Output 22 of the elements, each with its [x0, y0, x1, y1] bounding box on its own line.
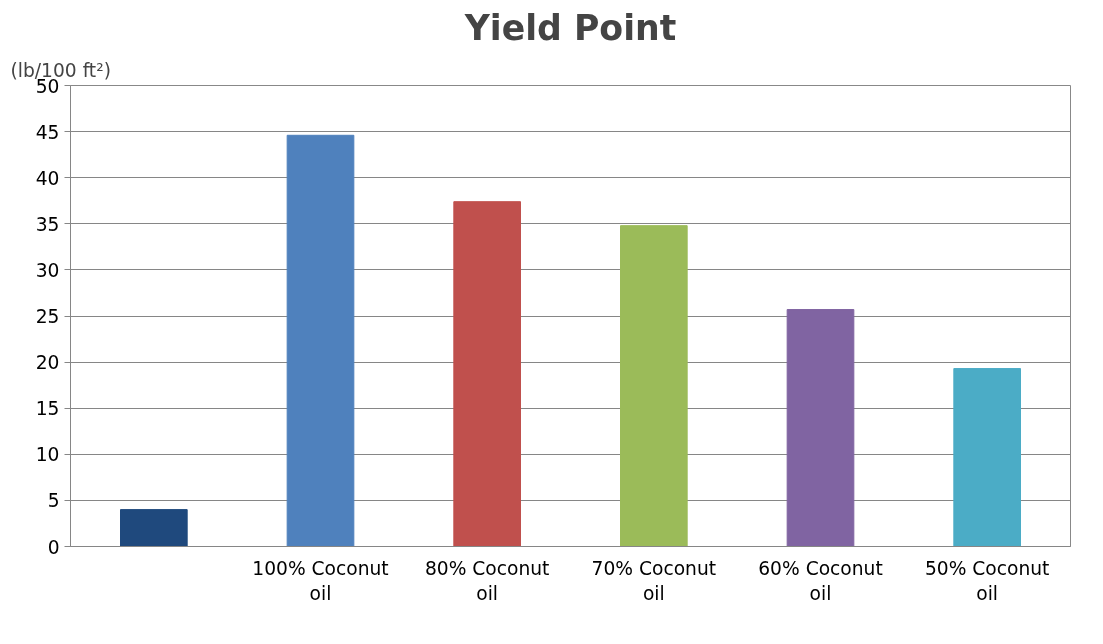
- y-tick-label: 35: [35, 213, 60, 235]
- bar: [453, 201, 521, 547]
- x-tick-label: 80% Coconut oil: [424, 557, 550, 604]
- y-tick-label: 0: [47, 536, 60, 558]
- bar: [286, 134, 355, 547]
- y-tick-label: 30: [35, 259, 60, 281]
- x-tick-label: 70% Coconut oil: [591, 557, 717, 604]
- bar: [786, 309, 855, 547]
- x-tick-label: 60% Coconut oil: [758, 557, 883, 604]
- bar: [120, 509, 188, 547]
- x-tick-label: 50% Coconut oil: [924, 557, 1050, 604]
- y-tick-label: 20: [35, 352, 60, 374]
- y-tick-label: 25: [35, 306, 60, 327]
- x-tick-label: 100% Coconut oil: [252, 557, 389, 604]
- bar: [620, 225, 688, 547]
- y-tick-label: 45: [35, 121, 60, 143]
- bar: [953, 368, 1021, 547]
- y-tick-label: 5: [47, 490, 60, 512]
- chart-title: Yield Point: [463, 7, 677, 48]
- y-tick-label: 40: [35, 167, 60, 189]
- y-tick-label: 15: [35, 398, 60, 420]
- y-tick-label: 10: [35, 444, 60, 466]
